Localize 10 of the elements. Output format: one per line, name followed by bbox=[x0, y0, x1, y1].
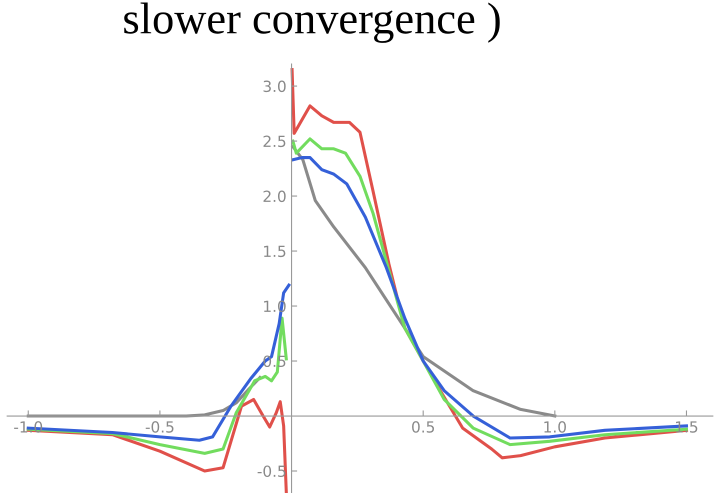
x-tick-label: 0.5 bbox=[412, 421, 434, 433]
y-tick-label: 1.5 bbox=[264, 246, 286, 258]
x-tick-label: 1.0 bbox=[544, 421, 566, 433]
x-tick-label: -1.0 bbox=[14, 421, 42, 433]
chart-title: slower convergence ) bbox=[124, 2, 500, 43]
y-tick-label: 3.0 bbox=[264, 80, 286, 92]
y-tick-label: 2.5 bbox=[264, 136, 286, 148]
x-tick-label: -0.5 bbox=[146, 421, 174, 433]
y-tick-label: 2.0 bbox=[264, 190, 286, 202]
x-tick-label: 1.5 bbox=[676, 421, 698, 433]
